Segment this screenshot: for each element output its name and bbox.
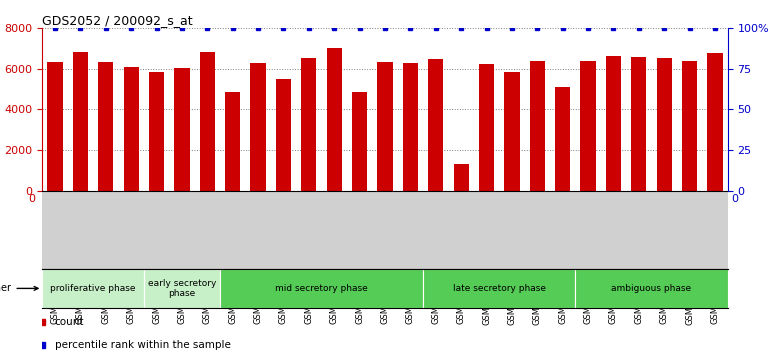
Bar [403, 63, 418, 190]
Bar [301, 57, 316, 190]
Bar [144, 269, 220, 308]
Bar [48, 62, 62, 190]
Bar [504, 72, 520, 190]
Bar [352, 92, 367, 190]
Text: 0: 0 [28, 194, 35, 205]
Bar [326, 48, 342, 190]
Text: percentile rank within the sample: percentile rank within the sample [55, 340, 230, 350]
Bar [428, 59, 444, 190]
Bar [454, 164, 469, 190]
Text: ambiguous phase: ambiguous phase [611, 284, 691, 293]
Bar [225, 92, 240, 190]
Bar [220, 269, 423, 308]
Text: proliferative phase: proliferative phase [50, 284, 136, 293]
Text: GDS2052 / 200092_s_at: GDS2052 / 200092_s_at [42, 14, 193, 27]
Bar [276, 79, 291, 190]
Bar [530, 61, 545, 190]
Bar [199, 52, 215, 190]
Bar [377, 62, 393, 190]
Text: other: other [0, 284, 38, 293]
Text: 0: 0 [731, 194, 738, 205]
Text: mid secretory phase: mid secretory phase [275, 284, 368, 293]
Bar [555, 87, 571, 190]
Bar [73, 52, 88, 190]
Text: early secretory
phase: early secretory phase [148, 279, 216, 298]
Bar [42, 269, 144, 308]
Bar [708, 53, 722, 190]
Bar [682, 61, 697, 190]
Bar [423, 269, 575, 308]
Text: count: count [55, 317, 84, 327]
Bar [99, 62, 113, 190]
Bar [657, 58, 671, 190]
Bar [575, 269, 728, 308]
Bar [250, 63, 266, 190]
Bar [581, 61, 596, 190]
Bar [479, 64, 494, 190]
Bar [606, 56, 621, 190]
Text: late secretory phase: late secretory phase [453, 284, 546, 293]
Bar [123, 67, 139, 190]
Bar [174, 68, 189, 190]
Bar [631, 57, 647, 190]
Bar [149, 72, 164, 190]
